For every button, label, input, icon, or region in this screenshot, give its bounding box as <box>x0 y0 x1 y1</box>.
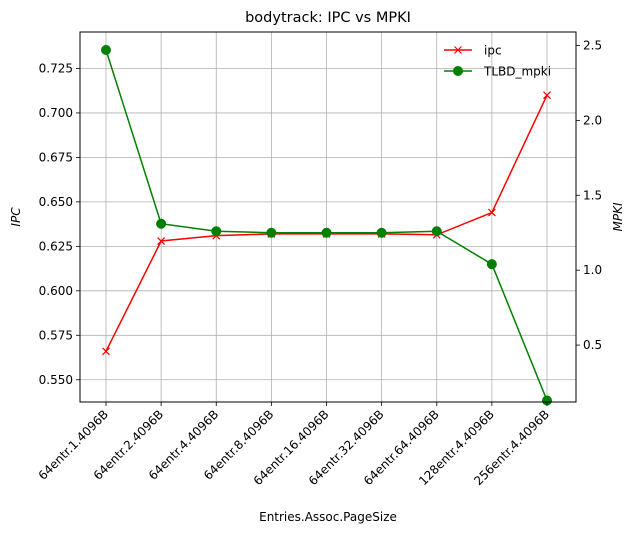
data-point-TLBD_mpki <box>431 226 442 237</box>
marker-stroke <box>157 237 166 245</box>
series-layer <box>101 44 552 406</box>
data-point-TLBD_mpki <box>211 226 222 237</box>
data-point-TLBD_mpki <box>486 259 497 270</box>
data-point-ipc <box>157 237 166 245</box>
marker-stroke <box>487 208 496 217</box>
y-right-tick-label: 2.0 <box>583 113 602 127</box>
y-left-tick-label: 0.600 <box>39 284 73 298</box>
plot-frame <box>79 31 577 403</box>
legend-item-TLBD_mpki: TLBD_mpki <box>444 65 551 79</box>
y-right-tick-label: 1.5 <box>583 188 602 202</box>
marker-stroke <box>102 347 110 356</box>
legend-marker <box>453 66 463 76</box>
data-point-TLBD_mpki <box>101 44 111 55</box>
y-left-tick-label: 0.575 <box>39 328 73 342</box>
x-axis-label: Entries.Assoc.PageSize <box>259 510 397 524</box>
legend-label: ipc <box>484 44 502 58</box>
chart-title: bodytrack: IPC vs MPKI <box>245 10 411 26</box>
data-point-TLBD_mpki <box>376 227 387 238</box>
legend-item-ipc: ipc <box>444 44 502 58</box>
y-left-tick-label: 0.725 <box>39 61 73 75</box>
y-left-tick-label: 0.550 <box>39 373 73 387</box>
y-axis-left: 0.550 0.575 0.600 0.625 0.650 0.675 0.700 0.725 <box>39 61 80 387</box>
grid <box>80 32 576 402</box>
y-axis-right: 0.5 1.0 1.5 2.0 2.5 <box>576 38 602 352</box>
legend-marker <box>454 46 462 54</box>
legend: ipc TLBD_mpki <box>444 44 551 79</box>
y-axis-left-label: IPC <box>9 207 23 227</box>
legend-label: TLBD_mpki <box>483 65 551 79</box>
y-right-tick-label: 2.5 <box>583 38 602 52</box>
y-axis-right-label: MPKI <box>611 202 625 231</box>
data-point-ipc <box>487 208 496 217</box>
data-point-ipc <box>102 347 110 356</box>
y-left-tick-label: 0.625 <box>39 239 73 253</box>
data-point-TLBD_mpki <box>156 218 167 229</box>
y-right-tick-label: 0.5 <box>583 338 602 352</box>
x-axis: 64entr.1.4096B64entr.2.4096B64entr.4.409… <box>36 402 552 488</box>
series-TLBD_mpki <box>101 44 552 406</box>
y-left-tick-label: 0.700 <box>39 106 73 120</box>
y-left-tick-label: 0.650 <box>39 195 73 209</box>
data-point-TLBD_mpki <box>321 227 332 238</box>
y-left-tick-label: 0.675 <box>39 150 73 164</box>
data-point-TLBD_mpki <box>266 227 277 238</box>
marker-stroke <box>543 91 551 100</box>
data-point-ipc <box>543 91 551 100</box>
y-right-tick-label: 1.0 <box>583 263 602 277</box>
marker-stroke <box>454 46 462 54</box>
